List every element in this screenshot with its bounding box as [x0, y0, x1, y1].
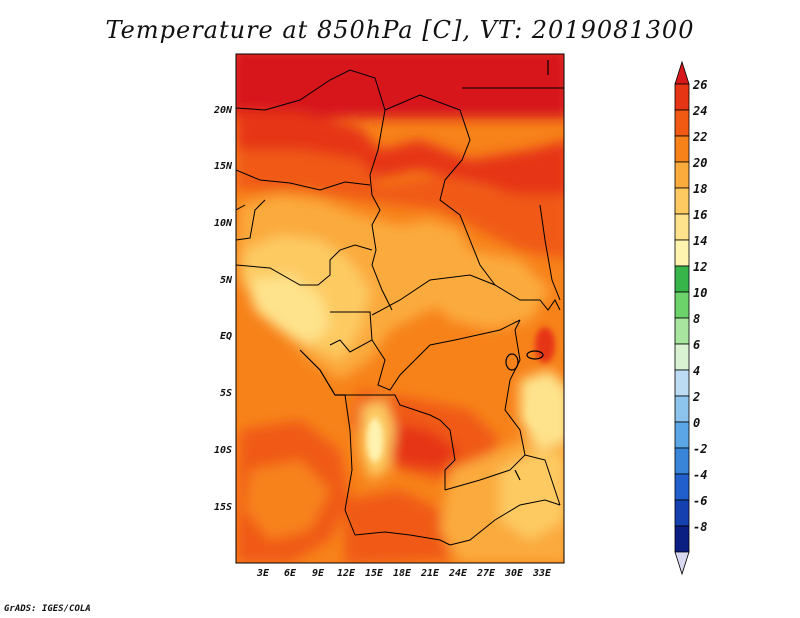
colorbar-swatch [674, 447, 690, 475]
colorbar-swatch [674, 499, 690, 527]
colorbar-label: 10 [693, 286, 708, 300]
colorbar-swatch [674, 369, 690, 397]
lon-label: 30E [505, 568, 524, 579]
colorbar-swatch [674, 239, 690, 267]
colorbar-swatch [674, 109, 690, 137]
lat-label: 10N [213, 218, 232, 229]
lat-label: 15N [213, 161, 232, 172]
colorbar-swatch [674, 525, 690, 553]
lon-label: 27E [477, 568, 496, 579]
lon-label: 15E [365, 568, 384, 579]
colorbar-swatch [674, 317, 690, 345]
lon-label: 33E [533, 568, 552, 579]
lon-label: 6E [284, 568, 297, 579]
colorbar-swatch [674, 213, 690, 241]
colorbar-swatch [674, 395, 690, 423]
colorbar-label: -2 [693, 442, 708, 456]
colorbar-label: 22 [693, 130, 708, 144]
colorbar-label: 14 [693, 234, 708, 248]
map-frame [235, 53, 565, 564]
colorbar-swatch [674, 83, 690, 111]
colorbar [674, 60, 690, 576]
lon-label: 9E [312, 568, 325, 579]
lon-label: 18E [393, 568, 412, 579]
colorbar-label: 2 [693, 390, 701, 404]
lon-label: 12E [337, 568, 356, 579]
colorbar-label: -4 [693, 468, 708, 482]
colorbar-label: 4 [693, 364, 701, 378]
lat-label: 20N [213, 105, 232, 116]
lat-label: 15S [213, 502, 232, 513]
colorbar-label: -6 [693, 494, 708, 508]
country-borders [236, 69, 564, 546]
colorbar-label: 8 [693, 312, 701, 326]
colorbar-swatch [674, 421, 690, 449]
lat-label: 5N [219, 275, 232, 286]
lon-label: 24E [449, 568, 468, 579]
colorbar-swatch [674, 187, 690, 215]
colorbar-label: 26 [693, 78, 708, 92]
lon-label: 21E [421, 568, 440, 579]
colorbar-label: 12 [693, 260, 708, 274]
lat-label: EQ [219, 331, 232, 342]
colorbar-swatch [674, 265, 690, 293]
lon-label: 3E [257, 568, 270, 579]
colorbar-swatch [674, 291, 690, 319]
map-title: Temperature at 850hPa [C], VT: 201908130… [105, 16, 695, 44]
colorbar-top-triangle [674, 60, 690, 85]
colorbar-label: -8 [693, 520, 708, 534]
lat-label: 5S [219, 388, 232, 399]
colorbar-label: 16 [693, 208, 708, 222]
colorbar-bottom-triangle [674, 551, 690, 576]
colorbar-label: 6 [693, 338, 701, 352]
temperature-field [236, 54, 564, 563]
colorbar-label: 18 [693, 182, 708, 196]
colorbar-swatch [674, 473, 690, 501]
lat-label: 10S [213, 445, 232, 456]
colorbar-label: 24 [693, 104, 708, 118]
colorbar-label: 20 [693, 156, 708, 170]
grads-credit: GrADS: IGES/COLA [4, 604, 91, 614]
colorbar-label: 0 [693, 416, 701, 430]
colorbar-swatch [674, 135, 690, 163]
colorbar-swatch [674, 161, 690, 189]
colorbar-swatch [674, 343, 690, 371]
